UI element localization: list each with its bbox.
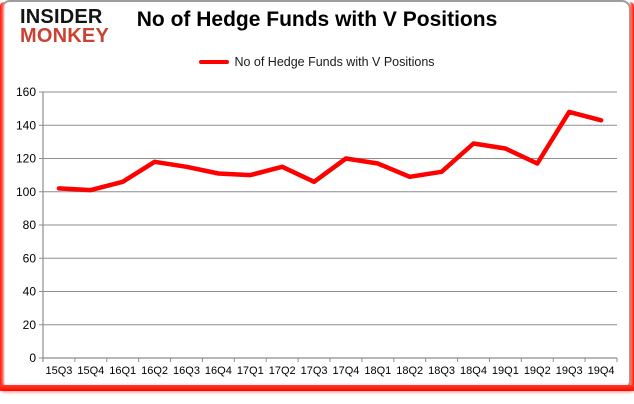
x-axis-label: 17Q2 bbox=[269, 365, 296, 377]
x-axis-label: 19Q3 bbox=[556, 365, 583, 377]
x-axis-label: 18Q1 bbox=[364, 365, 391, 377]
legend-label: No of Hedge Funds with V Positions bbox=[234, 55, 435, 69]
y-axis-label: 0 bbox=[29, 351, 36, 365]
insider-monkey-logo: INSIDER MONKEY bbox=[20, 6, 109, 47]
logo-insider-text: INSIDER bbox=[20, 6, 103, 28]
y-axis-label: 80 bbox=[23, 218, 37, 232]
x-axis-label: 16Q1 bbox=[109, 365, 136, 377]
y-axis-label: 20 bbox=[23, 318, 37, 332]
x-axis-label: 15Q3 bbox=[45, 365, 72, 377]
x-axis-label: 17Q4 bbox=[332, 365, 359, 377]
y-axis-label: 40 bbox=[23, 285, 37, 299]
x-axis-label: 18Q4 bbox=[460, 365, 487, 377]
legend: No of Hedge Funds with V Positions bbox=[0, 55, 634, 69]
decorative-left-border bbox=[0, 2, 5, 391]
x-axis-label: 17Q1 bbox=[237, 365, 264, 377]
legend-line-swatch bbox=[199, 59, 230, 65]
page-title: No of Hedge Funds with V Positions bbox=[136, 8, 498, 31]
y-axis-label: 140 bbox=[16, 118, 36, 132]
y-axis-label: 60 bbox=[23, 251, 37, 265]
y-axis-label: 120 bbox=[16, 152, 36, 166]
x-axis-label: 19Q4 bbox=[588, 365, 615, 377]
x-axis-label: 16Q3 bbox=[173, 365, 200, 377]
decorative-bottom-border bbox=[0, 385, 634, 391]
x-axis-label: 18Q2 bbox=[396, 365, 423, 377]
chart-line bbox=[56, 109, 604, 193]
logo-monkey-text: MONKEY bbox=[20, 25, 109, 47]
x-axis-label: 15Q4 bbox=[77, 365, 104, 377]
y-axis-label: 160 bbox=[16, 85, 36, 99]
x-axis-label: 19Q1 bbox=[492, 365, 519, 377]
y-axis-label: 100 bbox=[16, 185, 36, 199]
x-axis-label: 16Q2 bbox=[141, 365, 168, 377]
x-axis-label: 17Q3 bbox=[301, 365, 328, 377]
x-axis-label: 16Q4 bbox=[205, 365, 232, 377]
decorative-right-border bbox=[629, 2, 634, 391]
x-axis-label: 18Q3 bbox=[428, 365, 455, 377]
x-axis-label: 19Q2 bbox=[524, 365, 551, 377]
